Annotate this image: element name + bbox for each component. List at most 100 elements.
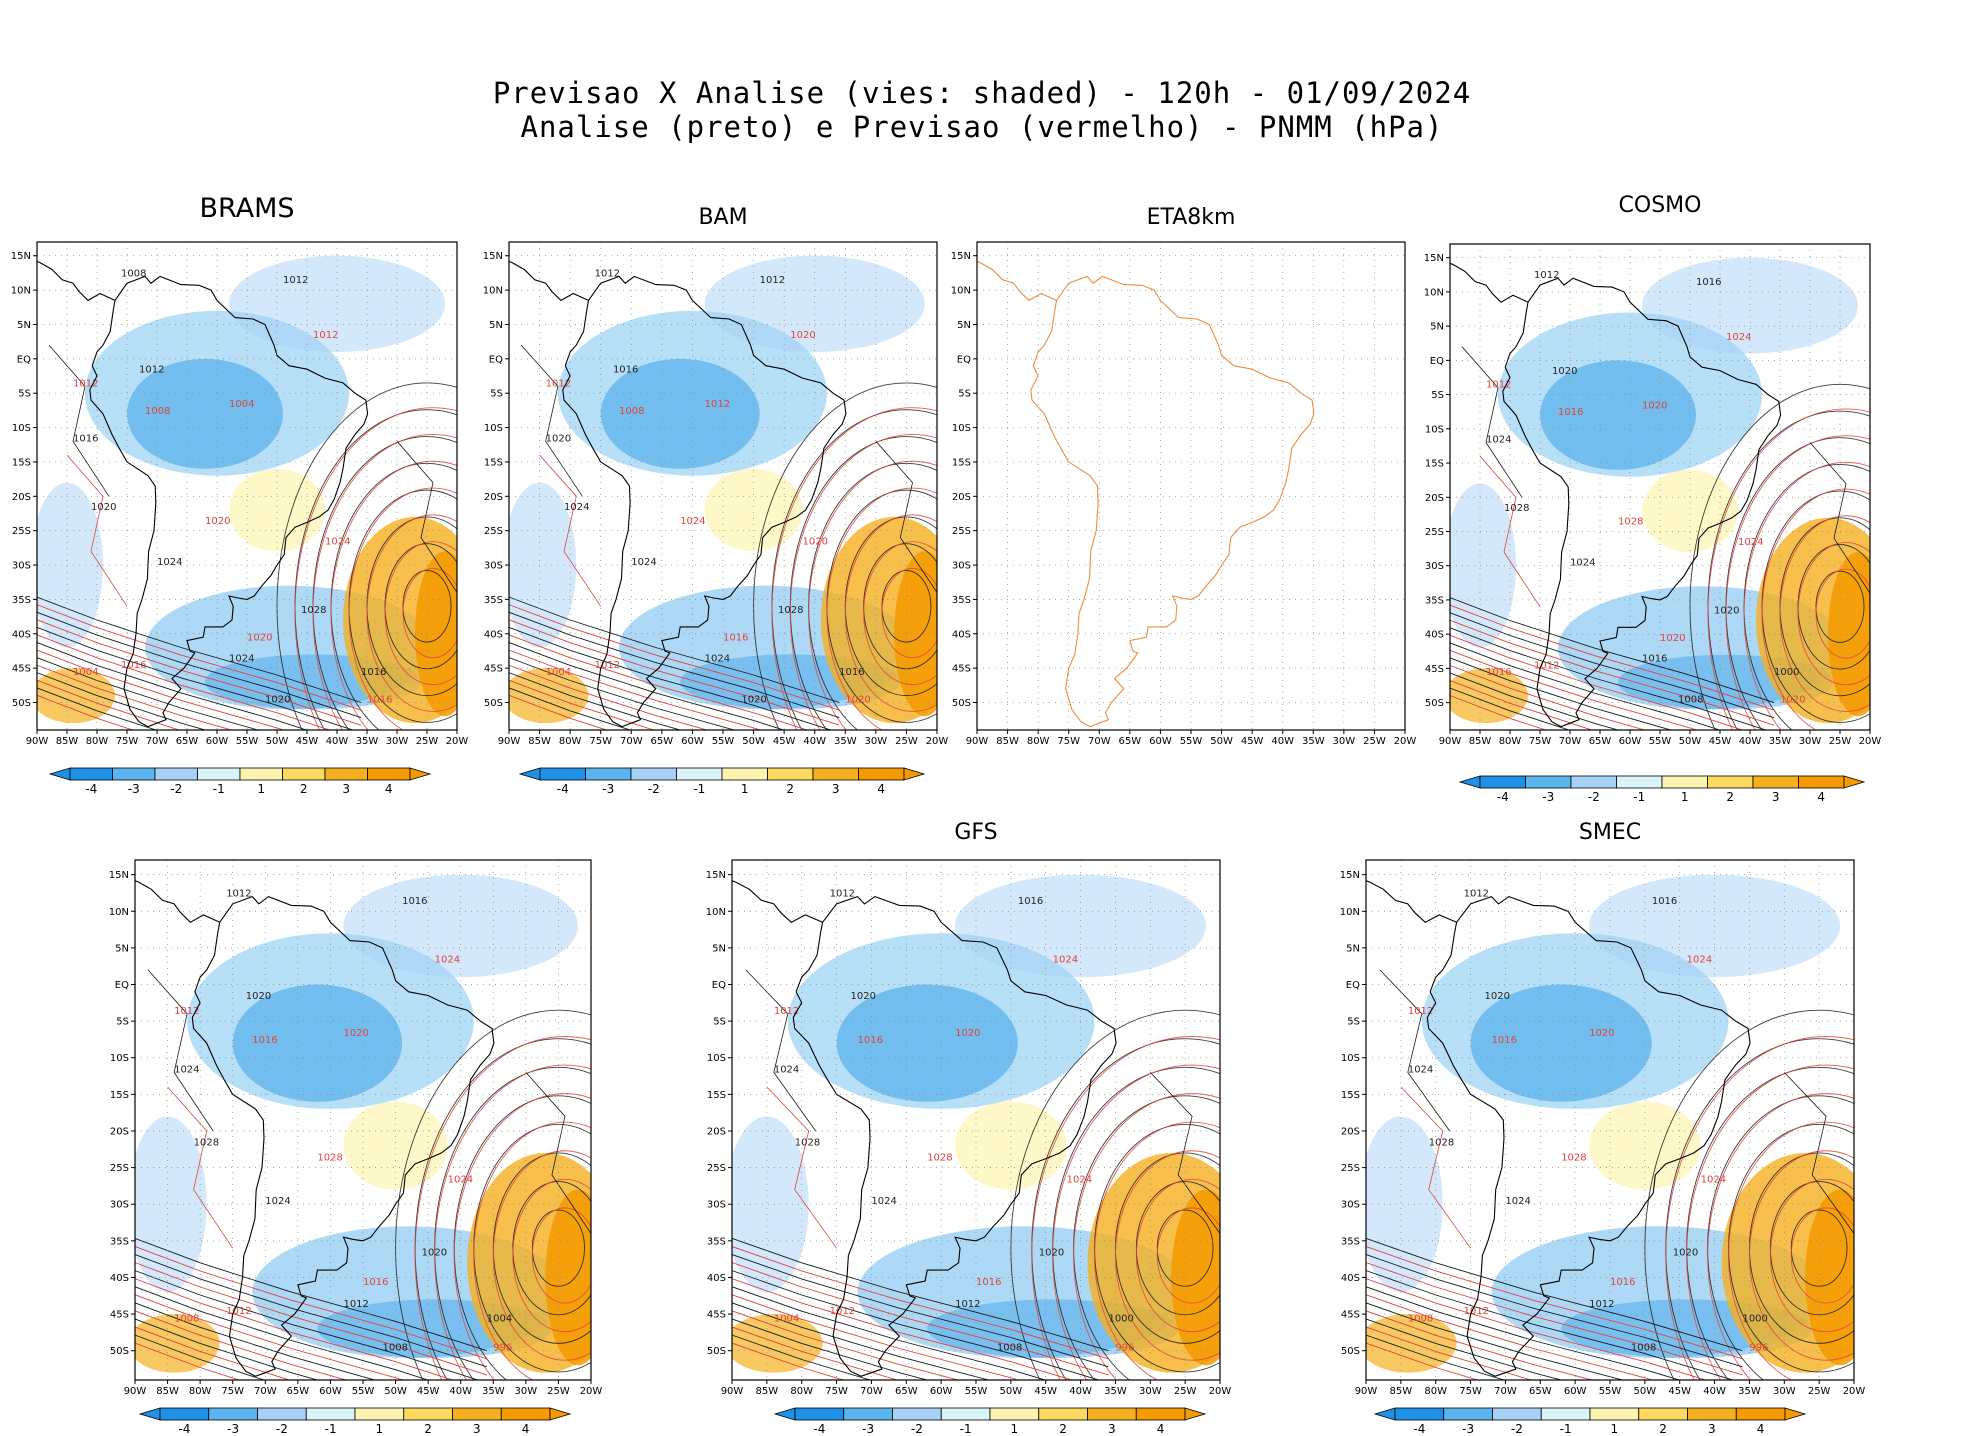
lat-tick-label: 50S (1341, 1346, 1360, 1357)
colorbar-tick-label: -1 (693, 782, 705, 796)
colorbar-segment (721, 767, 768, 781)
forecast-isobar-label: 1016 (1610, 1277, 1635, 1288)
analysis-isobar-label: 1012 (1464, 889, 1489, 900)
lon-tick-label: 80W (189, 1386, 212, 1397)
lon-tick-label: 90W (966, 736, 989, 747)
colorbar-segment (1707, 775, 1754, 789)
lon-tick-label: 25W (416, 736, 439, 747)
lat-tick-label: 25S (484, 526, 503, 537)
colorbar-segment (1616, 775, 1663, 789)
forecast-isobar-label: 1012 (226, 1306, 251, 1317)
colorbar-segment (282, 767, 326, 781)
lon-tick-label: 75W (825, 1386, 848, 1397)
bias-shading (600, 358, 760, 469)
forecast-isobar-label: 1016 (857, 1035, 882, 1046)
lat-tick-label: 35S (110, 1236, 129, 1247)
lon-tick-label: 20W (1843, 1386, 1866, 1397)
lon-tick-label: 30W (1333, 736, 1356, 747)
lat-tick-label: 5N (712, 943, 726, 954)
lon-tick-label: 35W (1769, 736, 1792, 747)
colorbar-segment (892, 1407, 942, 1421)
colorbar-segment (1479, 775, 1526, 789)
colorbar-segment (1443, 1407, 1493, 1421)
lat-tick-label: 15N (951, 251, 971, 262)
lon-tick-label: 80W (790, 1386, 813, 1397)
colorbar-tick-label: 2 (1059, 1422, 1067, 1436)
analysis-isobar-label: 1024 (1486, 435, 1511, 446)
bias-shading (732, 1314, 823, 1373)
lon-tick-label: 90W (124, 1386, 147, 1397)
bias-shading (343, 1101, 448, 1190)
lon-tick-label: 40W (326, 736, 349, 747)
figure-title-line2: Analise (preto) e Previsao (vermelho) - … (520, 110, 1444, 144)
colorbar-tick-label: 1 (376, 1422, 384, 1436)
colorbar-tick-label: 2 (1726, 790, 1734, 804)
forecast-isobar-label: 1020 (1589, 1028, 1614, 1039)
lat-tick-label: 40S (484, 629, 503, 640)
colorbar-tick-label: -3 (602, 782, 614, 796)
lat-tick-label: 15S (1425, 459, 1444, 470)
lon-tick-label: 25W (547, 1386, 570, 1397)
forecast-isobar-label: 1012 (830, 1306, 855, 1317)
lat-tick-label: 10S (484, 423, 503, 434)
lat-tick-label: 10S (1341, 1053, 1360, 1064)
colorbar-tick-label: -1 (1633, 790, 1645, 804)
bias-shading (1087, 1152, 1220, 1373)
bias-shading (1642, 469, 1738, 553)
map-content (977, 242, 1405, 730)
colorbar-tick-label: 1 (1681, 790, 1689, 804)
bias-shading (1450, 483, 1516, 648)
analysis-isobar-label: 1024 (871, 1196, 896, 1207)
colorbar-tick-label: 1 (257, 782, 265, 796)
analysis-isobar-label: 1020 (851, 991, 876, 1002)
lat-tick-label: 15N (11, 251, 31, 262)
colorbar-tick-label: -1 (960, 1422, 972, 1436)
bias-shading (135, 1116, 207, 1293)
map-content: 1012 1016 1020 1024 1028 1024 1020 1012 1008 1000… (732, 860, 1220, 1380)
lon-tick-label: 75W (116, 736, 139, 747)
colorbar-segment (1184, 1407, 1207, 1421)
analysis-isobar-label: 1000 (1108, 1313, 1133, 1324)
colorbar-tick-label: -4 (813, 1422, 825, 1436)
colorbar-tick-label: 3 (832, 782, 840, 796)
lat-tick-label: 50S (707, 1346, 726, 1357)
lat-tick-label: 40S (110, 1273, 129, 1284)
forecast-isobar-label: 1016 (1491, 1035, 1516, 1046)
lat-tick-label: 20S (1341, 1126, 1360, 1137)
forecast-isobar-label: 1012 (174, 1006, 199, 1017)
bias-shading (1642, 257, 1858, 354)
lat-tick-label: 5S (18, 389, 31, 400)
forecast-isobar-label: 1004 (774, 1313, 799, 1324)
lon-tick-label: 70W (146, 736, 169, 747)
lat-tick-label: 35S (1341, 1236, 1360, 1247)
colorbar-segment (1458, 775, 1481, 789)
lon-tick-label: 40W (449, 1386, 472, 1397)
lon-tick-label: 40W (803, 736, 826, 747)
lon-tick-label: 40W (1069, 1386, 1092, 1397)
analysis-isobar-label: 1024 (1408, 1064, 1433, 1075)
forecast-isobar-label: 1012 (595, 660, 620, 671)
analysis-isobar-label: 1020 (1039, 1247, 1064, 1258)
lat-tick-label: 10S (952, 423, 971, 434)
forecast-isobar-label: 1016 (1486, 667, 1511, 678)
forecast-isobar-label: 1024 (435, 955, 460, 966)
analysis-isobar-label: 1016 (1696, 277, 1721, 288)
lat-tick-label: 20S (484, 492, 503, 503)
lon-tick-label: 40W (1271, 736, 1294, 747)
map-content: 1012 1016 1020 1024 1028 1024 1020 1016 1008 1000… (1450, 244, 1870, 730)
lat-tick-label: 5S (490, 389, 503, 400)
forecast-isobar-label: 1012 (1486, 380, 1511, 391)
lat-tick-label: 15S (952, 457, 971, 468)
lon-tick-label: 55W (236, 736, 259, 747)
lon-tick-label: 50W (742, 736, 765, 747)
analysis-isobar-label: 1020 (1485, 991, 1510, 1002)
map-panel-gfs: 1012 1016 1020 1024 1028 1024 1020 1012 1008 1000… (706, 859, 1231, 1397)
lat-tick-label: 35S (952, 595, 971, 606)
lon-tick-label: 35W (1302, 736, 1325, 747)
lon-tick-label: 65W (1589, 736, 1612, 747)
forecast-isobar-label: 1024 (1738, 537, 1763, 548)
forecast-isobar-label: 1028 (1618, 517, 1643, 528)
lon-tick-label: 20W (1859, 736, 1882, 747)
analysis-isobar-label: 1016 (73, 433, 98, 444)
forecast-isobar-label: 1020 (845, 695, 870, 706)
